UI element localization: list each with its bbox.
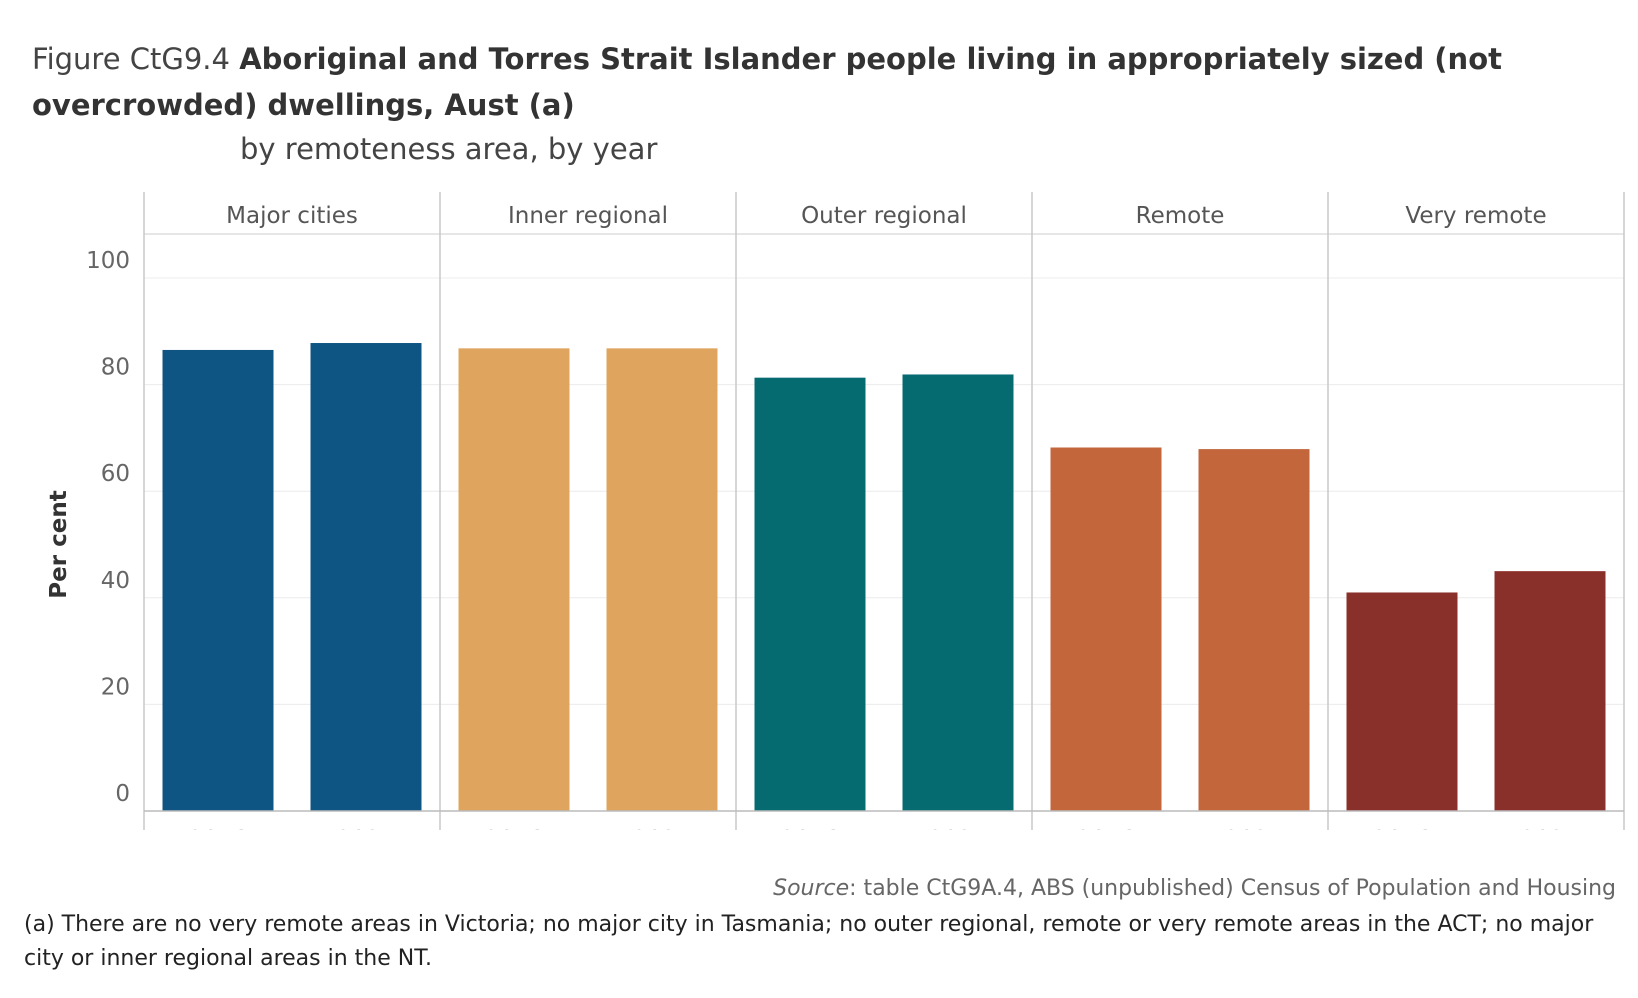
footnote: (a) There are no very remote areas in Vi… — [24, 912, 1594, 971]
bar-chart: 0 20 40 60 80 100 Per cent Major cities 2016 2021… — [46, 192, 1625, 830]
bar — [458, 348, 570, 811]
x-tick-label: 2021 — [1521, 827, 1580, 830]
figure-title: Aboriginal and Torres Strait Islander pe… — [32, 42, 1502, 122]
bar — [162, 349, 274, 811]
source-note: Source: table CtG9A.4, ABS (unpublished)… — [773, 876, 1616, 901]
x-tick-label: 2016 — [1373, 827, 1432, 830]
bar — [902, 374, 1014, 811]
y-tick-label: 60 — [101, 461, 130, 487]
panel-header: Major cities — [226, 203, 358, 229]
panel-header: Outer regional — [801, 203, 967, 229]
y-axis-label: Per cent — [46, 490, 72, 598]
bar — [1050, 447, 1162, 811]
x-tick-label: 2016 — [189, 827, 248, 830]
x-tick-label: 2016 — [1077, 827, 1136, 830]
chart-title: Figure CtG9.4 Aboriginal and Torres Stra… — [32, 36, 1552, 128]
x-tick-label: 2021 — [929, 827, 988, 830]
bar — [1494, 571, 1606, 811]
x-tick-label: 2016 — [485, 827, 544, 830]
y-tick-label: 80 — [101, 355, 130, 381]
chart-subtitle: by remoteness area, by year — [240, 132, 658, 166]
bar — [606, 348, 718, 811]
bar — [1346, 592, 1458, 811]
panel-header: Remote — [1136, 203, 1225, 229]
y-tick-label: 100 — [86, 248, 130, 274]
x-tick-label: 2021 — [1225, 827, 1284, 830]
panel-header: Very remote — [1405, 203, 1546, 229]
bar — [310, 343, 422, 811]
x-tick-label: 2016 — [781, 827, 840, 830]
x-tick-label: 2021 — [337, 827, 396, 830]
bar — [754, 377, 866, 811]
panel-header: Inner regional — [508, 203, 668, 229]
bar — [1198, 449, 1310, 811]
y-tick-label: 0 — [115, 781, 130, 807]
source-text: : table CtG9A.4, ABS (unpublished) Censu… — [849, 876, 1616, 901]
y-tick-label: 20 — [101, 674, 130, 700]
x-tick-label: 2021 — [633, 827, 692, 830]
y-tick-label: 40 — [101, 568, 130, 594]
source-label: Source — [773, 876, 850, 901]
figure-number: Figure CtG9.4 — [32, 42, 230, 76]
